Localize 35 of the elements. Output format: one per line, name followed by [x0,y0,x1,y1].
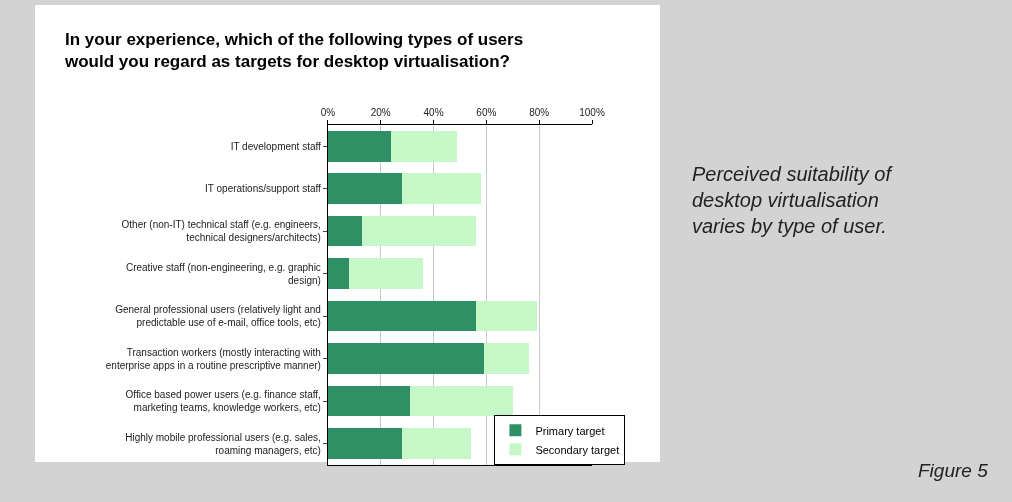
y-tick-label: Transaction workers (mostly interacting with enterprise apps in a routine prescriptive manner) [105,346,321,371]
bar [401,173,482,205]
bar [327,428,402,459]
y-tick-label: Office based power users (e.g. finance staff, marketing teams, knowledge workers, etc) [125,389,321,414]
bar [327,343,484,374]
x-tick-label: 0% [320,107,336,118]
bar [327,173,402,205]
bar [409,385,513,417]
legend-label: Primary target [535,424,605,437]
bar [475,300,537,332]
bar [327,130,392,162]
caption: Figure 5 [918,460,989,481]
y-tick-label: Creative staff (non-engineering, e.g. graphic design) [125,261,321,286]
bar [362,215,476,247]
bar [327,385,410,417]
x-tick-label: 100% [579,107,605,118]
x-tick-label: 20% [370,107,391,118]
bar [401,428,471,459]
text: Perceived suitability of desktop virtualisation varies by type of user. [692,163,894,237]
legend-label: Secondary target [535,443,620,456]
bar [391,130,458,162]
y-tick-label: Other (non-IT) technical staff (e.g. engineers, technical designers/architects) [121,219,321,244]
x-tick-label: 60% [476,107,497,118]
y-tick-label: General professional users (relatively light and predictable use of e-mail, office tools, etc) [115,304,321,329]
bar [483,343,529,374]
bar [327,300,476,332]
bar [327,258,350,289]
y-tick-label: IT operations/support staff [205,183,322,195]
x-tick-label: 80% [529,107,550,118]
bar [349,258,423,289]
y-tick-label: Highly mobile professional users (e.g. sales, roaming managers, etc) [125,431,321,456]
bar [327,215,363,247]
x-tick-label: 40% [423,107,444,118]
y-tick-label: IT development staff [230,140,322,152]
chart-title: In your experience, which of the following types of users would you regard as targets for desktop virtualisation? [64,30,524,72]
